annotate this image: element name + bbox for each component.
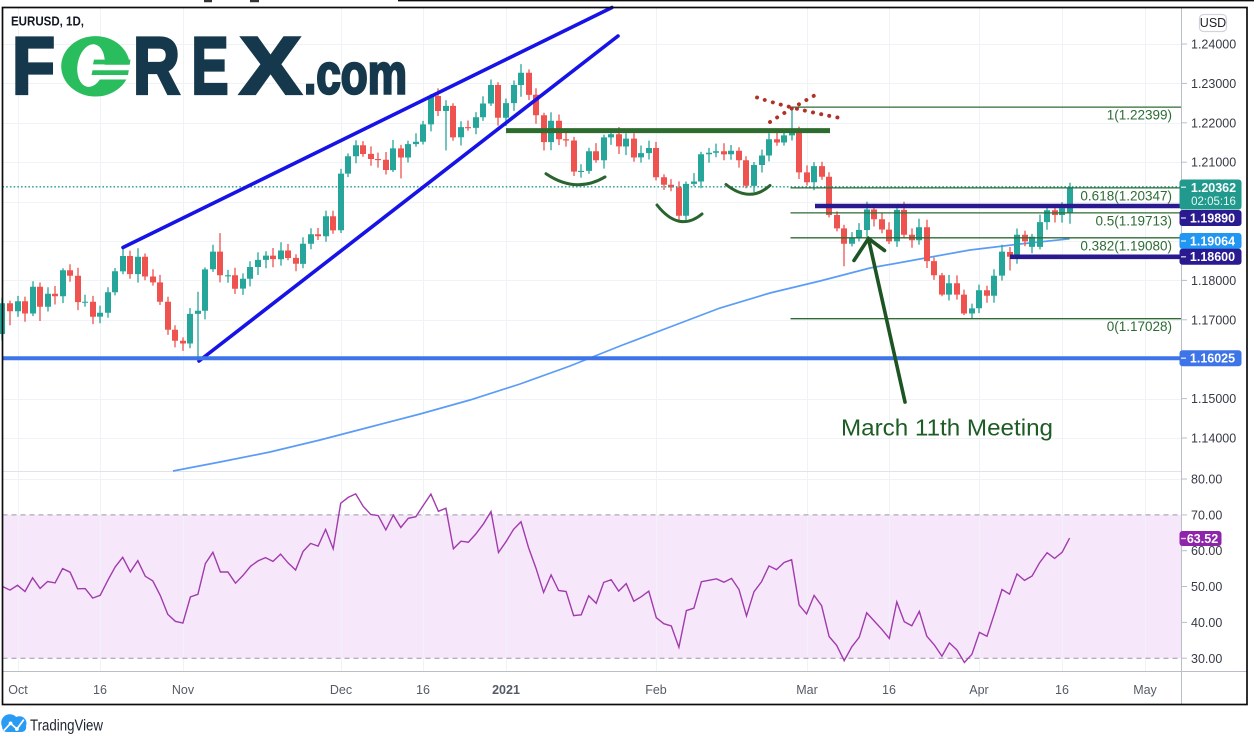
svg-text:0(1.17028): 0(1.17028) bbox=[1107, 319, 1172, 334]
svg-text:30.00: 30.00 bbox=[1191, 652, 1222, 666]
svg-text:63.52: 63.52 bbox=[1187, 532, 1218, 546]
svg-text:02:05:16: 02:05:16 bbox=[1191, 196, 1236, 208]
svg-text:16: 16 bbox=[93, 683, 107, 697]
svg-text:Nov: Nov bbox=[172, 683, 195, 697]
svg-text:1.15000: 1.15000 bbox=[1191, 392, 1236, 406]
svg-text:2021: 2021 bbox=[492, 683, 520, 697]
svg-text:70.00: 70.00 bbox=[1191, 508, 1222, 522]
svg-text:F: F bbox=[12, 22, 55, 112]
svg-text:R: R bbox=[133, 22, 180, 112]
svg-text:1.14000: 1.14000 bbox=[1191, 432, 1236, 446]
svg-text:16: 16 bbox=[882, 683, 896, 697]
svg-text:1.18000: 1.18000 bbox=[1191, 274, 1236, 288]
svg-text:1.17000: 1.17000 bbox=[1191, 313, 1236, 327]
svg-text:16: 16 bbox=[1055, 683, 1069, 697]
svg-text:Oct: Oct bbox=[8, 683, 28, 697]
svg-text:1.24000: 1.24000 bbox=[1191, 38, 1236, 52]
svg-text:1.19064: 1.19064 bbox=[1190, 234, 1235, 248]
svg-text:40.00: 40.00 bbox=[1191, 616, 1222, 630]
svg-text:E: E bbox=[192, 22, 229, 112]
svg-text:0.618(1.20347): 0.618(1.20347) bbox=[1080, 188, 1172, 203]
svg-text:60.00: 60.00 bbox=[1191, 544, 1222, 558]
svg-text:Apr: Apr bbox=[969, 683, 988, 697]
svg-text:80.00: 80.00 bbox=[1191, 473, 1222, 487]
svg-text:1.16025: 1.16025 bbox=[1190, 352, 1235, 366]
svg-text:March 11th Meeting: March 11th Meeting bbox=[841, 415, 1053, 441]
svg-text:0.5(1.19713): 0.5(1.19713) bbox=[1095, 213, 1172, 228]
svg-text:TradingView: TradingView bbox=[30, 718, 104, 735]
svg-text:1(1.22399): 1(1.22399) bbox=[1107, 108, 1172, 123]
svg-text:1.23000: 1.23000 bbox=[1191, 77, 1236, 91]
svg-text:X: X bbox=[240, 22, 301, 112]
svg-text:50.00: 50.00 bbox=[1191, 580, 1222, 594]
svg-text:USD: USD bbox=[1200, 16, 1226, 30]
svg-text:EURUSD, 1D,: EURUSD, 1D, bbox=[11, 15, 84, 29]
svg-text:0.382(1.19080): 0.382(1.19080) bbox=[1080, 238, 1172, 253]
svg-text:Mar: Mar bbox=[796, 683, 818, 697]
svg-text:16: 16 bbox=[416, 683, 430, 697]
svg-text:May: May bbox=[1133, 683, 1157, 697]
svg-text:.com: .com bbox=[304, 43, 407, 107]
svg-text:1.18600: 1.18600 bbox=[1190, 250, 1235, 264]
svg-text:Dec: Dec bbox=[330, 683, 352, 697]
svg-text:1.22000: 1.22000 bbox=[1191, 116, 1236, 130]
svg-text:1.21000: 1.21000 bbox=[1191, 156, 1236, 170]
svg-text:Feb: Feb bbox=[645, 683, 667, 697]
svg-text:1.19890: 1.19890 bbox=[1190, 211, 1235, 225]
svg-text:1.20362: 1.20362 bbox=[1191, 181, 1236, 195]
